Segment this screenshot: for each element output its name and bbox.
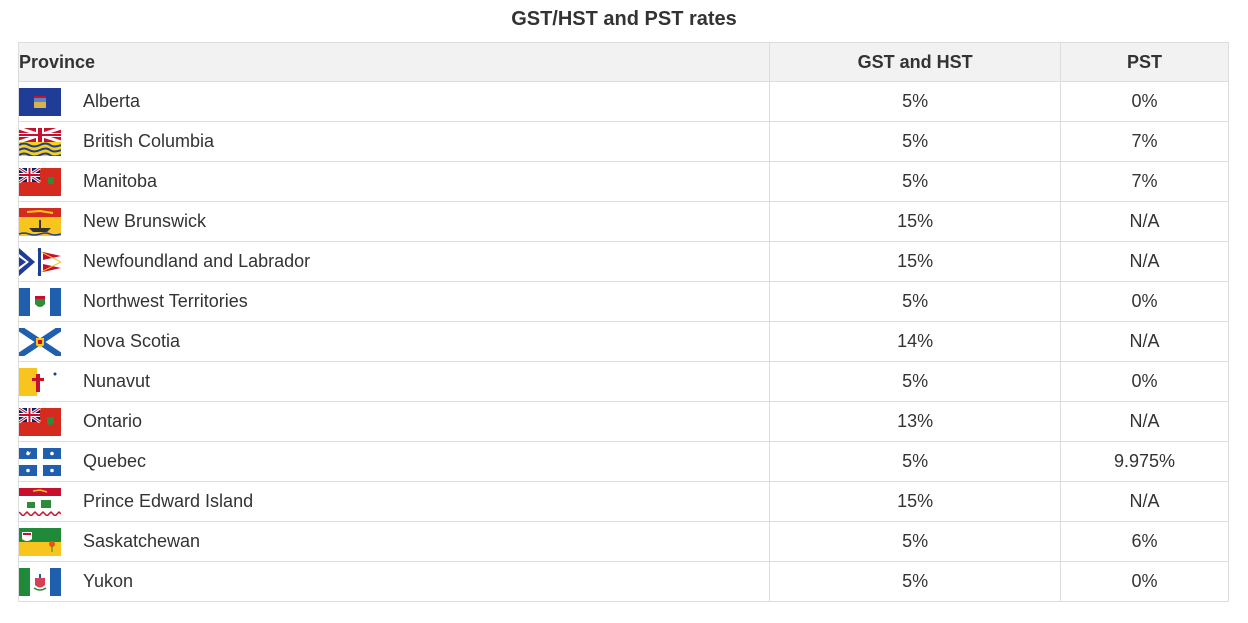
- province-cell: Manitoba: [17, 161, 771, 202]
- province-name: New Brunswick: [83, 211, 207, 231]
- yukon-flag-icon: [19, 567, 61, 596]
- table-header-row: Province GST and HST PST: [17, 42, 1229, 82]
- nova-scotia-flag-icon: [19, 327, 61, 356]
- table-row: Newfoundland and Labrador 15% N/A: [17, 241, 1229, 282]
- table-row: Ontario 13% N/A: [17, 401, 1229, 442]
- british-columbia-flag-icon: [19, 127, 61, 156]
- gst-cell: 13%: [769, 401, 1062, 442]
- ontario-flag-icon: [19, 407, 61, 436]
- province-cell: British Columbia: [17, 121, 771, 162]
- table-row: Manitoba 5% 7%: [17, 161, 1229, 202]
- province-cell: Prince Edward Island: [17, 481, 771, 522]
- quebec-flag-icon: [19, 447, 61, 476]
- pst-cell: 6%: [1060, 521, 1229, 562]
- gst-cell: 5%: [769, 161, 1062, 202]
- province-name: Ontario: [83, 411, 143, 431]
- province-cell: Ontario: [17, 401, 771, 442]
- newfoundland-flag-icon: [19, 247, 61, 276]
- province-name: Saskatchewan: [83, 531, 201, 551]
- table-row: Nunavut 5% 0%: [17, 361, 1229, 402]
- table-row: New Brunswick 15% N/A: [17, 201, 1229, 242]
- pst-cell: N/A: [1060, 401, 1229, 442]
- alberta-flag-icon: [19, 87, 61, 116]
- table-row: Yukon 5% 0%: [17, 561, 1229, 602]
- gst-cell: 14%: [769, 321, 1062, 362]
- new-brunswick-flag-icon: [19, 207, 61, 236]
- pst-cell: N/A: [1060, 201, 1229, 242]
- gst-cell: 15%: [769, 201, 1062, 242]
- province-name: Prince Edward Island: [83, 491, 254, 511]
- nunavut-flag-icon: [19, 367, 61, 396]
- table-title: GST/HST and PST rates: [511, 8, 737, 30]
- table-row: British Columbia 5% 7%: [17, 121, 1229, 162]
- province-name: Newfoundland and Labrador: [83, 251, 311, 271]
- province-name: Northwest Territories: [83, 291, 248, 311]
- pst-cell: N/A: [1060, 321, 1229, 362]
- pst-cell: 0%: [1060, 361, 1229, 402]
- province-name: Quebec: [83, 451, 147, 471]
- province-name: Manitoba: [83, 171, 158, 191]
- pst-cell: N/A: [1060, 241, 1229, 282]
- pst-cell: N/A: [1060, 481, 1229, 522]
- gst-cell: 5%: [769, 81, 1062, 122]
- province-name: Nunavut: [83, 371, 151, 391]
- table-row: Nova Scotia 14% N/A: [17, 321, 1229, 362]
- province-cell: Alberta: [17, 81, 771, 122]
- gst-cell: 5%: [769, 521, 1062, 562]
- table-row: Alberta 5% 0%: [17, 81, 1229, 122]
- pst-cell: 7%: [1060, 121, 1229, 162]
- northwest-territories-flag-icon: [19, 287, 61, 316]
- pst-cell: 0%: [1060, 281, 1229, 322]
- saskatchewan-flag-icon: [19, 527, 61, 556]
- province-cell: Saskatchewan: [17, 521, 771, 562]
- gst-cell: 5%: [769, 121, 1062, 162]
- table-row: Quebec 5% 9.975%: [17, 441, 1229, 482]
- gst-cell: 5%: [769, 561, 1062, 602]
- pst-cell: 9.975%: [1060, 441, 1229, 482]
- header-gst-hst: GST and HST: [769, 42, 1062, 82]
- prince-edward-island-flag-icon: [19, 487, 61, 516]
- pst-cell: 7%: [1060, 161, 1229, 202]
- header-pst: PST: [1060, 42, 1229, 82]
- table-row: Saskatchewan 5% 6%: [17, 521, 1229, 562]
- province-cell: Northwest Territories: [17, 281, 771, 322]
- province-name: Yukon: [83, 571, 134, 591]
- gst-cell: 15%: [769, 241, 1062, 282]
- pst-cell: 0%: [1060, 561, 1229, 602]
- gst-cell: 5%: [769, 441, 1062, 482]
- province-cell: Newfoundland and Labrador: [17, 241, 771, 282]
- province-cell: Quebec: [17, 441, 771, 482]
- tax-rates-table: Province GST and HST PST Alberta: [17, 42, 1229, 602]
- table-row: Prince Edward Island 15% N/A: [17, 481, 1229, 522]
- province-cell: Nunavut: [17, 361, 771, 402]
- gst-cell: 5%: [769, 281, 1062, 322]
- gst-cell: 15%: [769, 481, 1062, 522]
- province-cell: Yukon: [17, 561, 771, 602]
- province-name: British Columbia: [83, 131, 215, 151]
- province-name: Nova Scotia: [83, 331, 181, 351]
- table-row: Northwest Territories 5% 0%: [17, 281, 1229, 322]
- manitoba-flag-icon: [19, 167, 61, 196]
- gst-cell: 5%: [769, 361, 1062, 402]
- pst-cell: 0%: [1060, 81, 1229, 122]
- province-name: Alberta: [83, 91, 141, 111]
- province-cell: Nova Scotia: [17, 321, 771, 362]
- province-cell: New Brunswick: [17, 201, 771, 242]
- header-province: Province: [17, 42, 771, 82]
